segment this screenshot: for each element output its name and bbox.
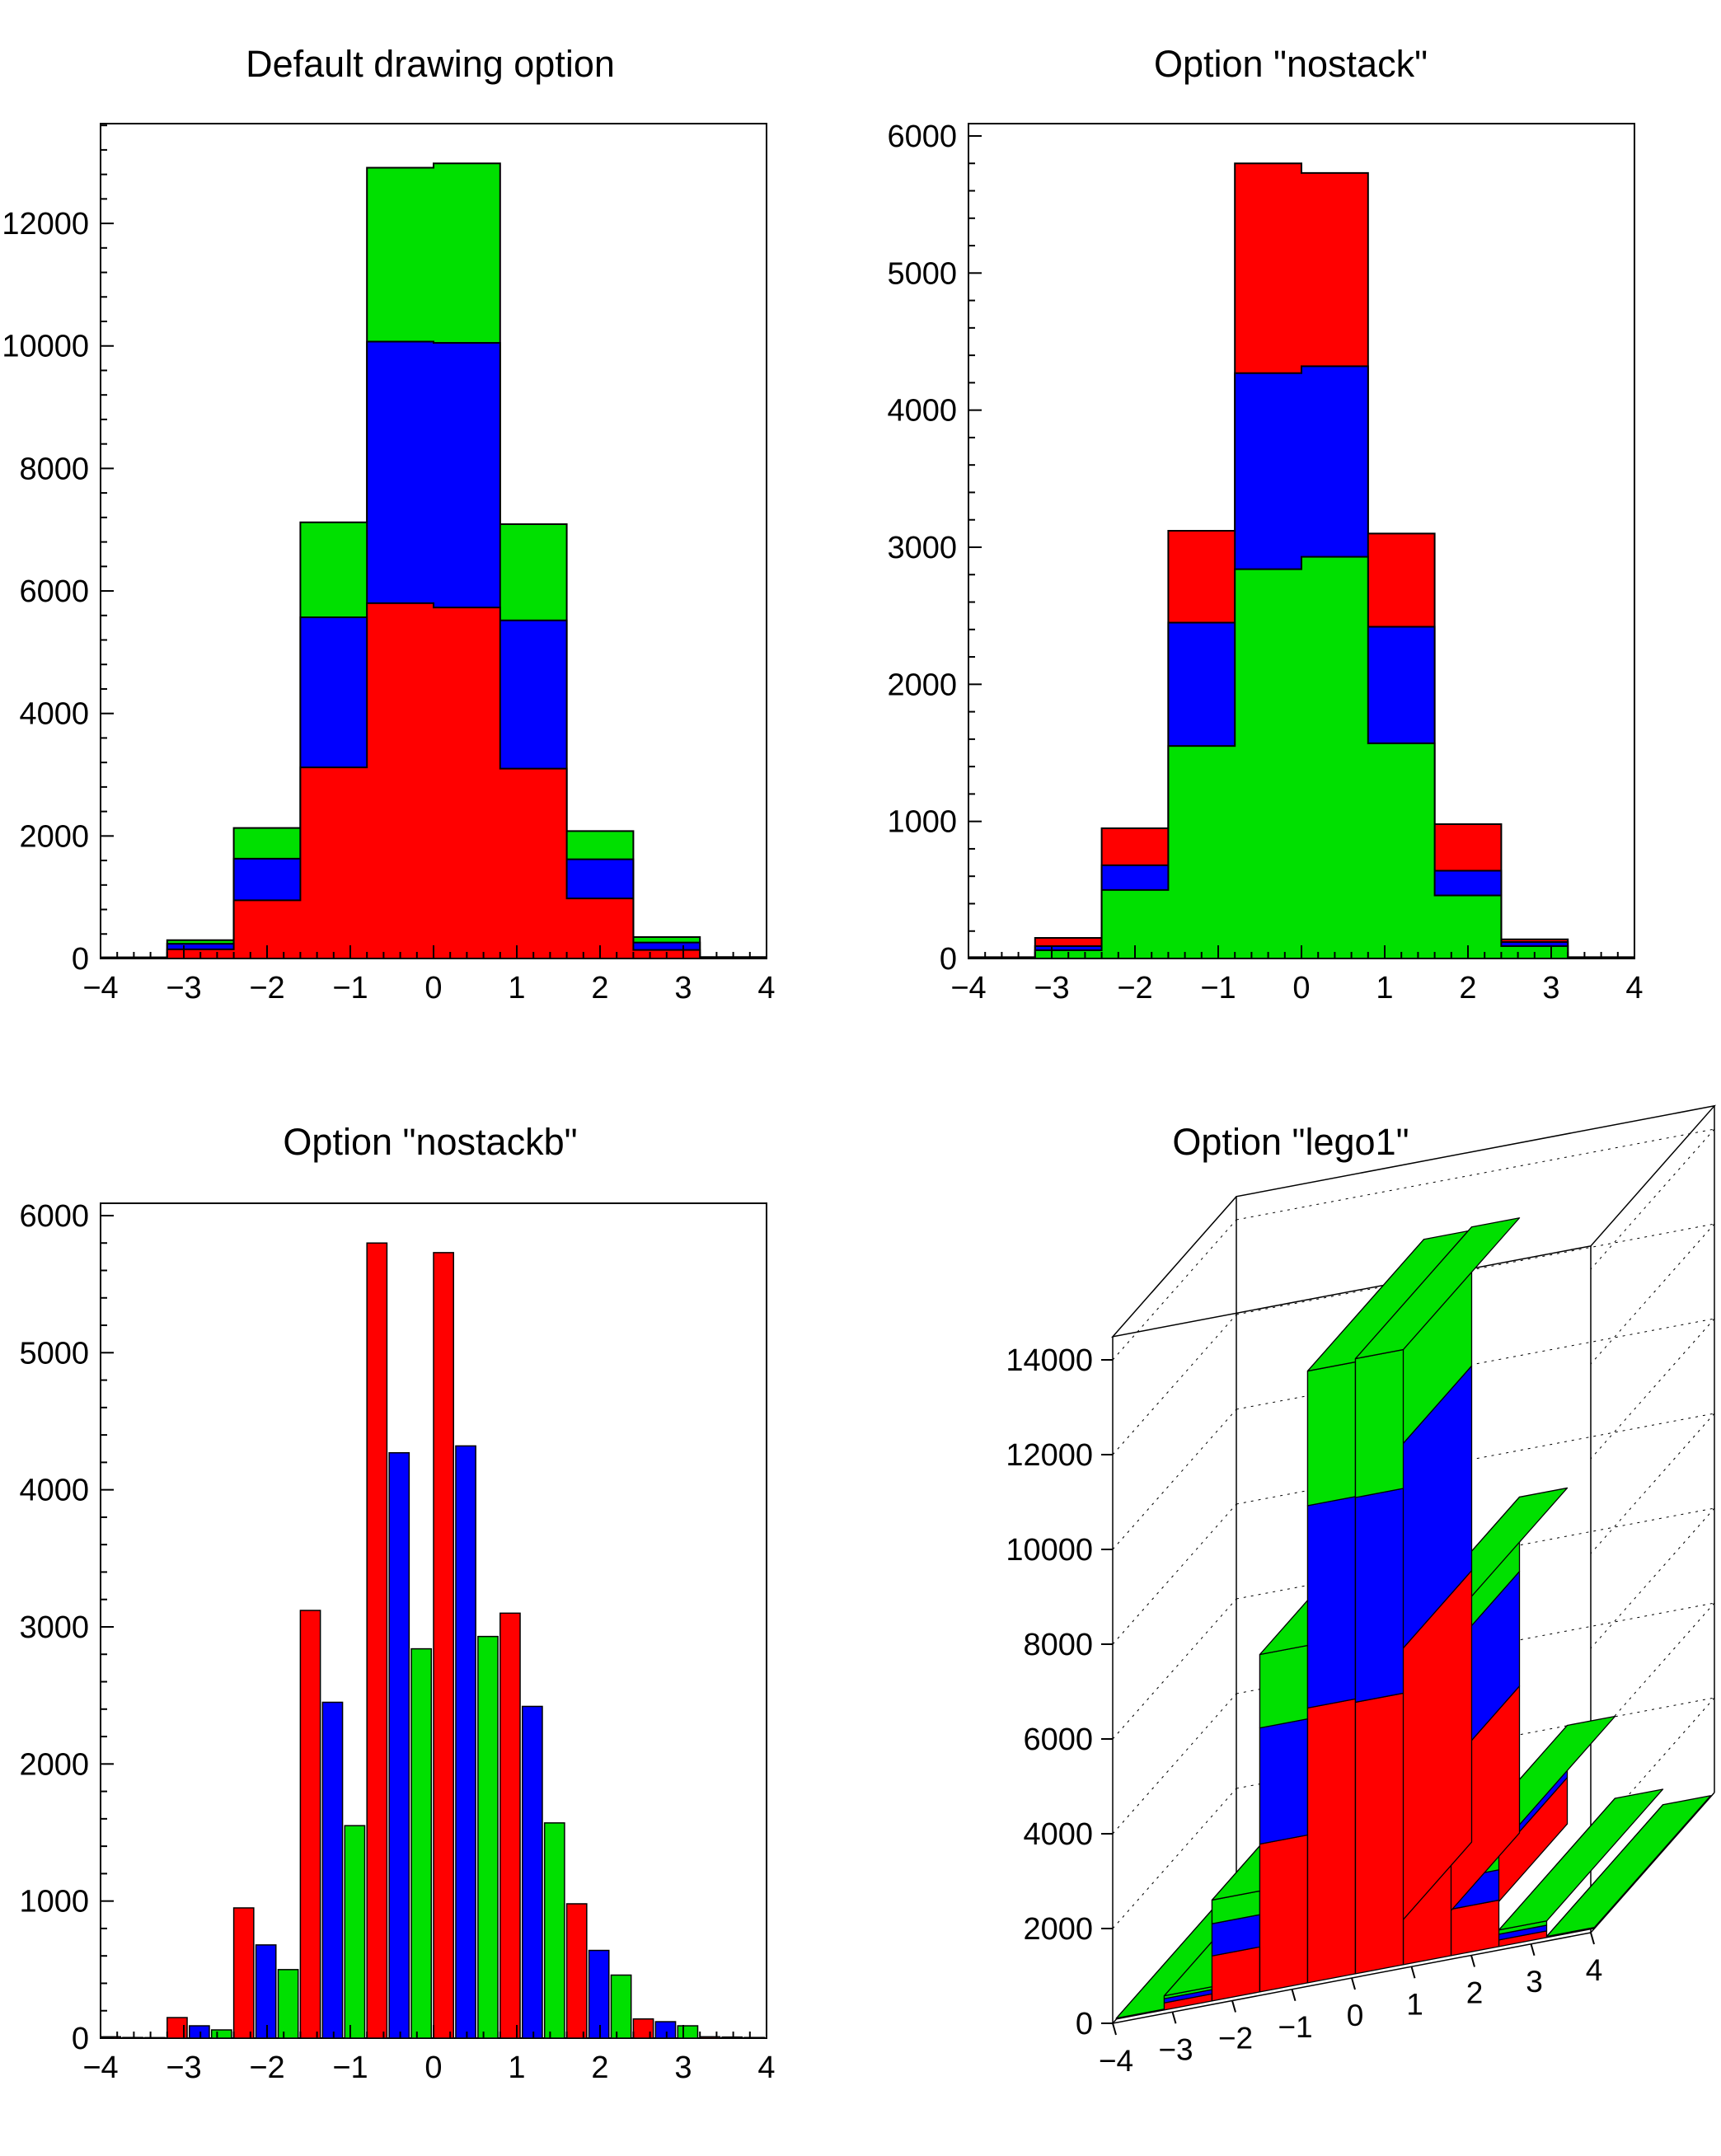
svg-text:0: 0 [940, 942, 957, 977]
svg-text:−4: −4 [82, 971, 118, 1005]
svg-text:2000: 2000 [19, 819, 89, 854]
pad4-plot: 0 2000 4000 6000 8000 10000 12000 14000 −4 −3 −2 −1… [1006, 1104, 1717, 2078]
svg-text:2000: 2000 [19, 1747, 89, 1782]
svg-text:4: 4 [1586, 1953, 1603, 1987]
svg-text:−4: −4 [950, 971, 986, 1005]
pad1-plot: −4 −3 −2 −1 0 1 2 3 4 0 2000 4000 6000 8000 10000 12000 [2, 123, 776, 1005]
svg-text:0: 0 [424, 971, 442, 1005]
svg-text:8000: 8000 [1023, 1628, 1093, 1662]
svg-text:4000: 4000 [19, 697, 89, 732]
pad1-axes: −4 −3 −2 −1 0 1 2 3 4 0 2000 4000 6000 8000 10000 12000 [2, 124, 776, 1005]
svg-text:12000: 12000 [2, 207, 89, 241]
svg-text:1: 1 [508, 2051, 525, 2085]
svg-text:1000: 1000 [19, 1885, 89, 1919]
pad3-axes: −4 −3 −2 −1 0 1 2 3 4 0 1000 2000 3000 4000 5000 6000 [19, 1199, 775, 2085]
pad3-title: Option "nostackb" [283, 1121, 578, 1163]
svg-text:5000: 5000 [19, 1336, 89, 1371]
svg-text:4: 4 [757, 2051, 775, 2085]
svg-text:−2: −2 [1117, 971, 1152, 1005]
svg-text:1000: 1000 [887, 805, 957, 840]
pad4-bars [1115, 1217, 1712, 2020]
svg-text:14000: 14000 [1006, 1343, 1093, 1378]
svg-text:4: 4 [1625, 971, 1643, 1005]
svg-text:1: 1 [1376, 971, 1393, 1005]
svg-text:−2: −2 [249, 971, 284, 1005]
svg-text:0: 0 [1292, 971, 1310, 1005]
svg-text:−3: −3 [1158, 2032, 1193, 2066]
svg-text:6000: 6000 [1023, 1722, 1093, 1757]
svg-text:−3: −3 [166, 2051, 201, 2085]
svg-text:2: 2 [591, 971, 608, 1005]
svg-text:8000: 8000 [19, 452, 89, 486]
pad2-axes: −4 −3 −2 −1 0 1 2 3 4 0 1000 2000 3000 4000 5000 6000 [887, 120, 1643, 1005]
svg-text:4000: 4000 [887, 394, 957, 429]
pad1-title: Default drawing option [246, 43, 615, 85]
pad2-bars [968, 162, 1635, 959]
svg-text:−4: −4 [1099, 2044, 1133, 2078]
svg-text:3000: 3000 [19, 1610, 89, 1645]
svg-text:−1: −1 [1200, 971, 1236, 1005]
svg-text:0: 0 [424, 2051, 442, 2085]
svg-text:2: 2 [1459, 971, 1476, 1005]
svg-text:2000: 2000 [887, 668, 957, 702]
pad2-plot: −4 −3 −2 −1 0 1 2 3 4 0 1000 2000 3000 4000 5000 6000 [887, 120, 1643, 1005]
svg-text:12000: 12000 [1006, 1438, 1093, 1473]
svg-text:2000: 2000 [1023, 1912, 1093, 1947]
svg-text:−1: −1 [332, 971, 368, 1005]
svg-text:5000: 5000 [887, 256, 957, 291]
pad4-axes: 0 2000 4000 6000 8000 10000 12000 14000 −4 −3 −2 −1… [1006, 1343, 1602, 2078]
svg-text:4000: 4000 [19, 1474, 89, 1508]
svg-text:0: 0 [1347, 1999, 1364, 2032]
svg-text:−2: −2 [1218, 2022, 1253, 2055]
svg-text:1: 1 [508, 971, 525, 1005]
pad4-grid [1112, 1128, 1715, 1929]
svg-text:6000: 6000 [19, 574, 89, 609]
svg-text:1: 1 [1406, 1987, 1423, 2021]
svg-text:6000: 6000 [19, 1199, 89, 1234]
pad4-title: Option "lego1" [1172, 1121, 1409, 1163]
svg-text:0: 0 [72, 942, 89, 977]
svg-text:2: 2 [1466, 1976, 1484, 2010]
pad3-bars [100, 1242, 766, 2039]
svg-text:2: 2 [591, 2051, 608, 2085]
pad3-plot: −4 −3 −2 −1 0 1 2 3 4 0 1000 2000 3000 4000 5000 6000 [19, 1199, 775, 2085]
svg-text:−2: −2 [249, 2051, 284, 2085]
svg-text:0: 0 [1076, 2007, 1093, 2041]
pad4-frame [1110, 1104, 1717, 2024]
svg-text:4000: 4000 [1023, 1817, 1093, 1852]
svg-text:10000: 10000 [1006, 1533, 1093, 1568]
svg-text:0: 0 [72, 2022, 89, 2056]
svg-text:3: 3 [1526, 1965, 1543, 1999]
svg-text:3: 3 [1542, 971, 1559, 1005]
svg-text:−4: −4 [82, 2051, 118, 2085]
svg-text:−3: −3 [1034, 971, 1069, 1005]
svg-text:3: 3 [674, 971, 692, 1005]
svg-text:6000: 6000 [887, 120, 957, 154]
pad2-title: Option "nostack" [1153, 43, 1428, 85]
svg-text:−1: −1 [332, 2051, 368, 2085]
svg-text:4: 4 [757, 971, 775, 1005]
svg-text:3000: 3000 [887, 531, 957, 565]
svg-text:−3: −3 [166, 971, 201, 1005]
svg-text:3: 3 [674, 2051, 692, 2085]
svg-text:10000: 10000 [2, 330, 89, 364]
svg-text:−1: −1 [1278, 2010, 1312, 2044]
